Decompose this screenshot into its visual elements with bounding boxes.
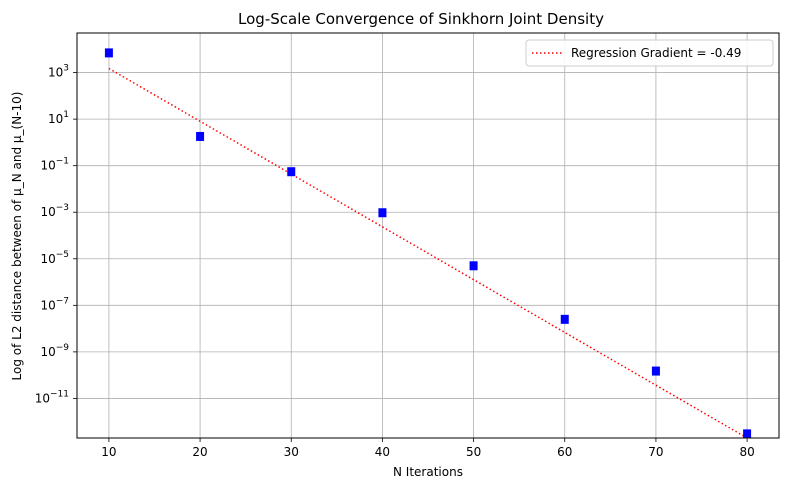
- y-tick-exponent: −11: [50, 389, 69, 399]
- y-tick-exponent: 1: [63, 110, 69, 120]
- x-tick-label: 60: [557, 445, 572, 459]
- data-point: [561, 315, 569, 324]
- data-point: [743, 429, 751, 438]
- legend: Regression Gradient = -0.49: [526, 40, 773, 66]
- x-tick-label: 80: [739, 445, 754, 459]
- chart-title: Log-Scale Convergence of Sinkhorn Joint …: [238, 10, 604, 28]
- y-tick-exponent: −3: [56, 203, 69, 213]
- legend-label: Regression Gradient = -0.49: [571, 46, 741, 60]
- data-point: [378, 208, 386, 217]
- y-tick-exponent: −1: [56, 157, 69, 167]
- x-tick-label: 40: [375, 445, 390, 459]
- y-tick-exponent: −7: [56, 296, 69, 306]
- data-point: [287, 167, 295, 176]
- x-tick-label: 30: [284, 445, 299, 459]
- data-point: [196, 132, 204, 141]
- data-point: [652, 367, 660, 376]
- y-tick-exponent: −5: [56, 250, 69, 260]
- data-point: [470, 261, 478, 270]
- data-point: [105, 48, 113, 57]
- y-tick-exponent: −9: [56, 343, 70, 353]
- x-tick-label: 70: [648, 445, 663, 459]
- x-tick-label: 10: [101, 445, 116, 459]
- x-axis-label: N Iterations: [393, 465, 463, 479]
- x-tick-label: 50: [466, 445, 481, 459]
- x-tick-label: 20: [192, 445, 207, 459]
- y-tick-exponent: 3: [63, 64, 69, 74]
- y-axis-label: Log of L2 distance between of μ_N and μ_…: [10, 92, 24, 381]
